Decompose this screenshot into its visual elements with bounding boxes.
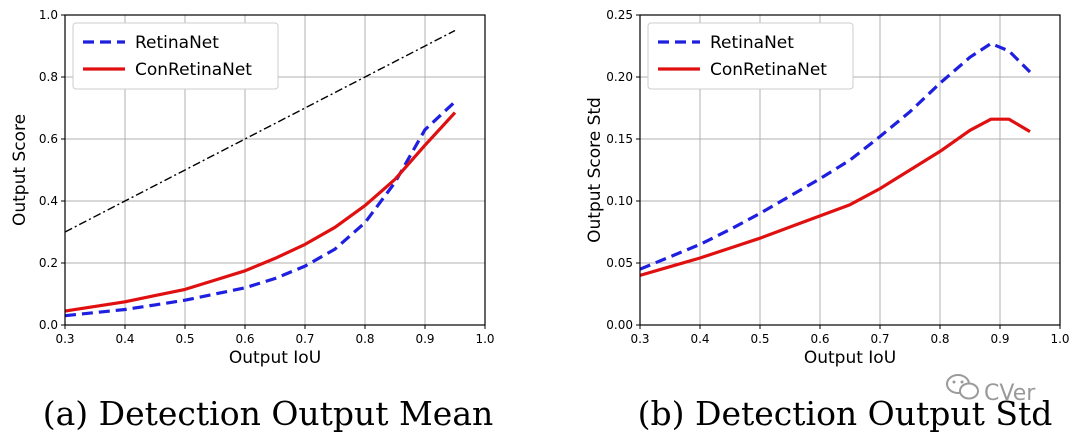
chart-b-legend-label-conretinanet: ConRetinaNet [710,60,827,80]
chart-a-y-tick-label: 0.0 [39,318,58,332]
chart-b: 0.3 0.4 0.5 0.6 0.7 0.8 0.9 1.0 0.00 0.05 0.10 0.15… [585,8,1070,433]
chart-a-series [64,29,457,318]
chart-a-legend-label-conretinanet: ConRetinaNet [135,60,252,80]
chart-a-y-tick-label: 0.2 [39,256,58,270]
chart-a-y-tick-label: 1.0 [39,8,58,22]
chart-b-series [639,41,1032,277]
chart-a-ticks: 0.3 0.4 0.5 0.6 0.7 0.8 0.9 1.0 0.0 0.2 0.4 0.6 0.8 1… [39,8,495,346]
chart-a-series-line-conretinanet [64,111,457,313]
chart-a-x-axis-label: Output IoU [229,348,321,368]
chart-a-x-tick-label: 0.9 [415,332,434,346]
chart-b-x-tick-label: 0.3 [630,332,649,346]
chart-b-y-tick-label: 0.05 [606,256,633,270]
chart-a-legend-label-retinanet: RetinaNet [135,33,219,53]
chart-b-y-tick-label: 0.25 [606,8,633,22]
watermark: CVer [946,374,1036,406]
chart-b-x-tick-label: 0.6 [810,332,829,346]
chart-a-y-tick-label: 0.8 [39,70,58,84]
chart-b-legend-label-retinanet: RetinaNet [710,33,794,53]
chart-b-legend: RetinaNet ConRetinaNet [647,22,854,90]
chart-a-caption: (a) Detection Output Mean [43,394,494,433]
chart-b-axis-frame [639,14,1061,326]
chart-b-x-tick-label: 0.9 [990,332,1009,346]
chart-b-y-tick-label: 0.10 [606,194,633,208]
chart-b-series-line-retinanet [639,41,1032,271]
chart-b-ticks: 0.3 0.4 0.5 0.6 0.7 0.8 0.9 1.0 0.00 0.05 0.10 0.15… [606,8,1069,346]
wechat-icon [946,374,979,400]
chart-a-x-tick-label: 1.0 [475,332,494,346]
chart-b-legend-box [647,22,854,90]
chart-b-y-axis-label: Output Score Std [585,97,605,243]
watermark-text: CVer [984,381,1036,406]
chart-a-x-tick-label: 0.8 [355,332,374,346]
chart-a-x-tick-label: 0.4 [115,332,134,346]
chart-b-series-line-conretinanet [639,117,1031,277]
chart-b-x-tick-label: 0.4 [690,332,709,346]
chart-a-x-tick-label: 0.7 [295,332,314,346]
chart-b-x-tick-label: 1.0 [1050,332,1069,346]
chart-a-axis-frame [64,14,486,326]
chart-b-caption: (b) Detection Output Std [638,394,1053,433]
chart-a-series-line-retinanet [64,100,457,318]
chart-a-y-axis-label: Output Score [10,114,30,226]
chart-b-y-tick-label: 0.15 [606,132,633,146]
chart-a-legend-box [72,22,279,90]
chart-b-x-tick-label: 0.5 [750,332,769,346]
chart-a-x-tick-label: 0.6 [235,332,254,346]
chart-a-x-tick-label: 0.5 [175,332,194,346]
chart-b-x-axis-label: Output IoU [804,348,896,368]
chart-b-x-tick-label: 0.8 [930,332,949,346]
chart-a: 0.3 0.4 0.5 0.6 0.7 0.8 0.9 1.0 0.0 0.2 0.4 0.6 0.8 1… [10,8,495,433]
chart-b-y-tick-label: 0.20 [606,70,633,84]
chart-a-y-tick-label: 0.4 [39,194,58,208]
chart-b-y-tick-label: 0.00 [606,318,633,332]
chart-a-y-tick-label: 0.6 [39,132,58,146]
chart-a-legend: RetinaNet ConRetinaNet [72,22,279,90]
chart-b-x-tick-label: 0.7 [870,332,889,346]
chart-a-series-line-reference-diagonal [64,29,456,233]
chart-a-x-tick-label: 0.3 [55,332,74,346]
